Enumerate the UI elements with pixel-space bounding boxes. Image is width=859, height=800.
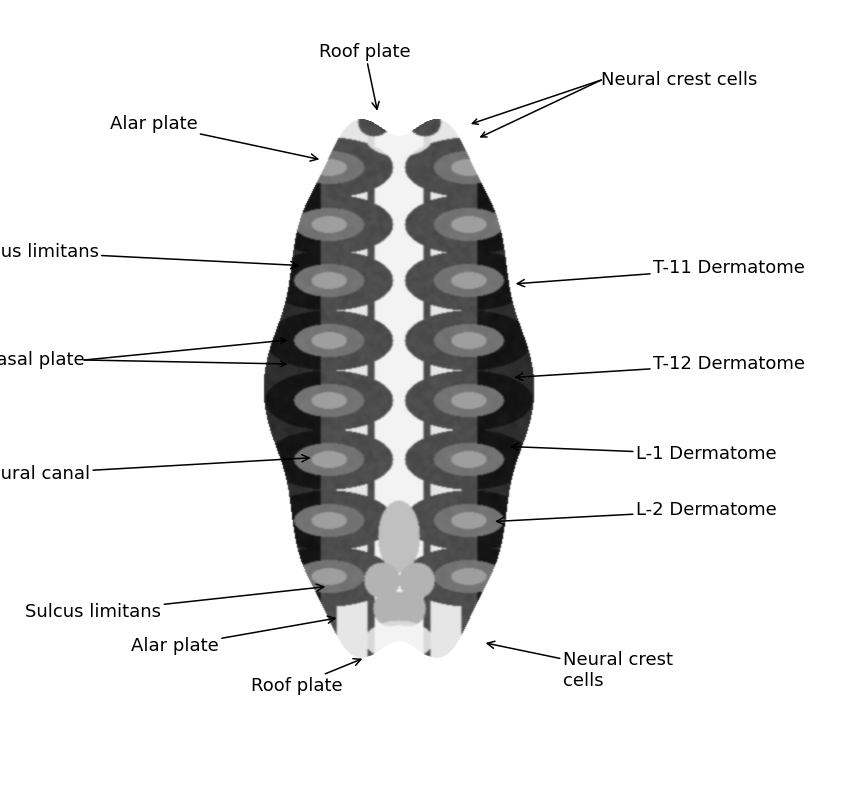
- Text: Neural canal: Neural canal: [0, 454, 309, 482]
- Text: Neural crest cells: Neural crest cells: [601, 71, 758, 89]
- Text: Sulcus limitans: Sulcus limitans: [0, 243, 298, 269]
- Text: T-11 Dermatome: T-11 Dermatome: [517, 259, 805, 286]
- Text: L-1 Dermatome: L-1 Dermatome: [511, 443, 777, 463]
- Text: Roof plate: Roof plate: [251, 658, 361, 694]
- Text: Alar plate: Alar plate: [110, 115, 318, 161]
- Text: Alar plate: Alar plate: [131, 616, 335, 655]
- Text: L-2 Dermatome: L-2 Dermatome: [497, 502, 777, 525]
- Text: T-12 Dermatome: T-12 Dermatome: [515, 355, 805, 381]
- Text: Basal plate: Basal plate: [0, 351, 84, 369]
- Text: Sulcus limitans: Sulcus limitans: [26, 584, 324, 621]
- Text: Neural crest
cells: Neural crest cells: [487, 642, 673, 690]
- Text: Roof plate: Roof plate: [320, 43, 411, 110]
